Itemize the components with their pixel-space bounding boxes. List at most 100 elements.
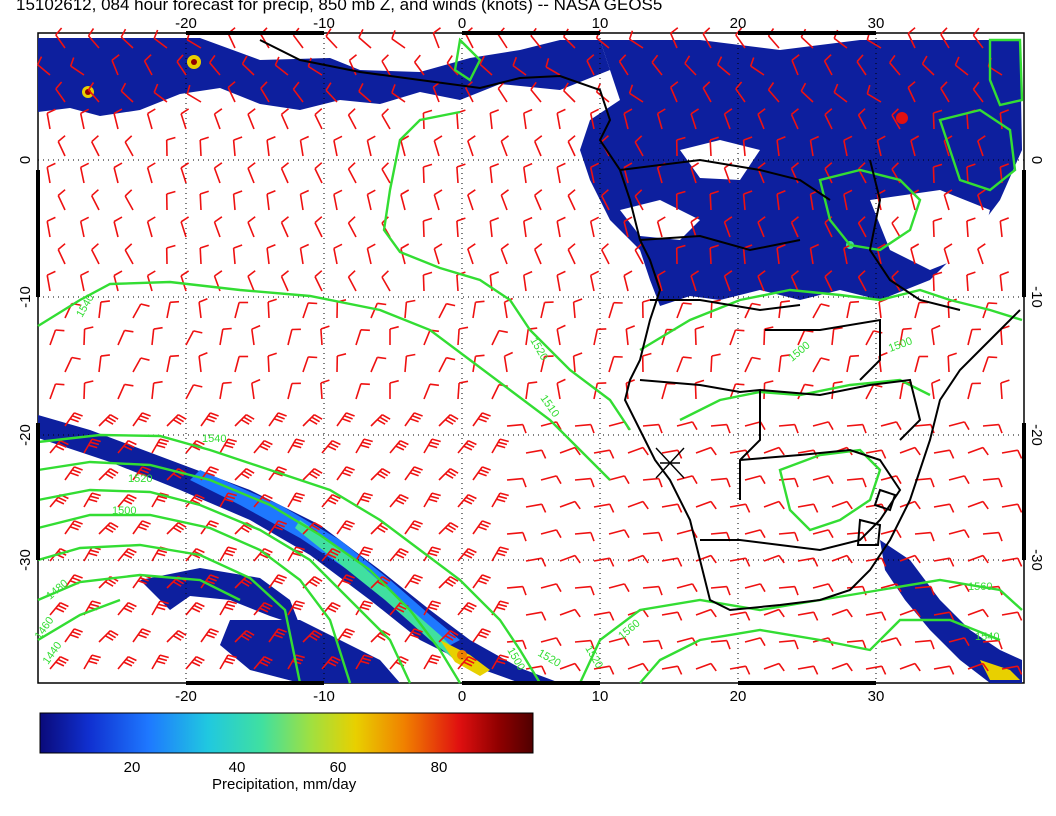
- wind-barb-flag: [676, 136, 686, 141]
- wind-barb-flag: [139, 631, 149, 636]
- wind-barb-flag: [311, 470, 320, 477]
- wind-barb-flag: [100, 354, 111, 357]
- wind-barb-flag: [813, 665, 819, 675]
- wind-barb-staff: [253, 656, 265, 670]
- wind-barb-flag: [209, 412, 219, 417]
- contour-line: [37, 513, 352, 684]
- wind-barb-flag: [69, 417, 79, 423]
- wind-barb-staff: [151, 383, 155, 400]
- wind-barb-staff: [540, 529, 557, 535]
- wind-barb-flag: [57, 658, 67, 664]
- wind-barb-flag: [243, 416, 252, 423]
- wind-barb-flag: [555, 475, 562, 485]
- wind-barb-flag: [481, 628, 491, 633]
- wind-barb-staff: [634, 141, 644, 157]
- wind-barb-staff: [199, 247, 202, 265]
- wind-barb-staff: [314, 114, 323, 130]
- wind-barb-staff: [320, 382, 323, 400]
- wind-barb-flag: [120, 28, 127, 38]
- wind-barb-staff: [457, 602, 469, 616]
- wind-barb-flag: [431, 654, 441, 659]
- wind-barb-flag: [413, 520, 423, 525]
- wind-barb-flag: [406, 299, 416, 303]
- wind-barb-flag: [59, 439, 69, 446]
- wind-barb-staff: [642, 477, 659, 481]
- wind-barb-staff: [742, 248, 746, 265]
- wind-barb-staff: [966, 112, 969, 130]
- wind-barb-staff: [506, 585, 523, 589]
- wind-barb-flag: [670, 27, 679, 34]
- wind-barb-flag: [891, 162, 899, 170]
- wind-barb-flag: [227, 546, 237, 551]
- wind-barb-flag: [69, 633, 79, 639]
- wind-barb-flag: [810, 243, 820, 249]
- wind-barb-staff: [525, 557, 542, 562]
- wind-barb-staff: [457, 328, 460, 346]
- wind-barb-flag: [658, 532, 663, 542]
- lat-tick-right: -10: [1028, 286, 1045, 308]
- wind-barb-staff: [556, 329, 561, 346]
- wind-barb-flag: [963, 421, 970, 431]
- wind-barb-staff: [932, 166, 935, 184]
- wind-barb-staff: [593, 557, 610, 562]
- wind-barb-flag: [397, 604, 407, 610]
- wind-barb-staff: [199, 139, 202, 157]
- wind-barb-staff: [608, 637, 625, 643]
- wind-barb-flag: [397, 496, 407, 502]
- wind-barb-flag: [710, 555, 717, 564]
- wind-barb-staff: [404, 412, 415, 427]
- wind-barb-staff: [846, 585, 863, 589]
- wind-barb-staff: [366, 248, 372, 265]
- wind-barb-flag: [433, 135, 443, 142]
- wind-barb-staff: [914, 356, 920, 373]
- wind-barb-flag: [240, 473, 250, 479]
- wind-barb-flag: [109, 630, 119, 636]
- wind-barb-flag: [345, 520, 355, 525]
- wind-barb-staff: [268, 412, 279, 427]
- wind-barb-flag: [341, 579, 351, 585]
- contour-line: [453, 37, 482, 82]
- wind-barb-staff: [268, 628, 279, 643]
- wind-barb-flag: [245, 468, 255, 474]
- wind-barb-staff: [370, 576, 383, 589]
- wind-barb-flag: [259, 445, 269, 451]
- wind-barb-staff: [83, 438, 93, 454]
- wind-barb-flag: [479, 469, 489, 474]
- wind-barb-staff: [948, 421, 965, 427]
- wind-barb-staff: [589, 167, 595, 184]
- frame-ticks: [36, 31, 1026, 685]
- wind-barb-flag: [107, 470, 116, 477]
- wind-barb-flag: [724, 216, 733, 223]
- wind-barb-flag: [199, 136, 209, 141]
- wind-barb-flag: [496, 498, 506, 503]
- wind-barb-flag: [361, 549, 372, 554]
- wind-barb-staff: [812, 303, 822, 319]
- wind-barb-flag: [111, 54, 120, 61]
- wind-barb-staff: [891, 222, 901, 238]
- wind-barb-flag: [240, 581, 250, 587]
- wind-barb-flag: [556, 162, 566, 168]
- wind-barb-staff: [370, 414, 383, 427]
- wind-barb-flag: [776, 135, 786, 141]
- wind-barb-flag: [449, 414, 459, 420]
- wind-barb-flag: [757, 108, 766, 115]
- lat-tick-right: -30: [1028, 549, 1045, 571]
- wind-barb-flag: [634, 243, 643, 251]
- wind-barb-flag: [423, 109, 433, 114]
- wind-barb-flag: [1000, 217, 1009, 222]
- wind-barb-flag: [500, 243, 509, 250]
- wind-barb-staff: [702, 87, 712, 103]
- wind-barb-flag: [573, 298, 583, 303]
- wind-barb-flag: [702, 27, 711, 35]
- wind-barb-staff: [500, 194, 508, 211]
- wind-barb-flag: [726, 586, 731, 596]
- wind-barb-flag: [891, 108, 899, 116]
- lon-tick-top: -10: [313, 15, 335, 32]
- wind-barb-staff: [348, 60, 357, 76]
- wind-barb-flag: [1017, 449, 1023, 459]
- wind-barb-staff: [525, 665, 542, 670]
- wind-barb-flag: [91, 135, 99, 143]
- wind-barb-staff: [467, 194, 474, 211]
- wind-barb-staff: [710, 423, 727, 427]
- wind-barb-flag: [389, 379, 399, 384]
